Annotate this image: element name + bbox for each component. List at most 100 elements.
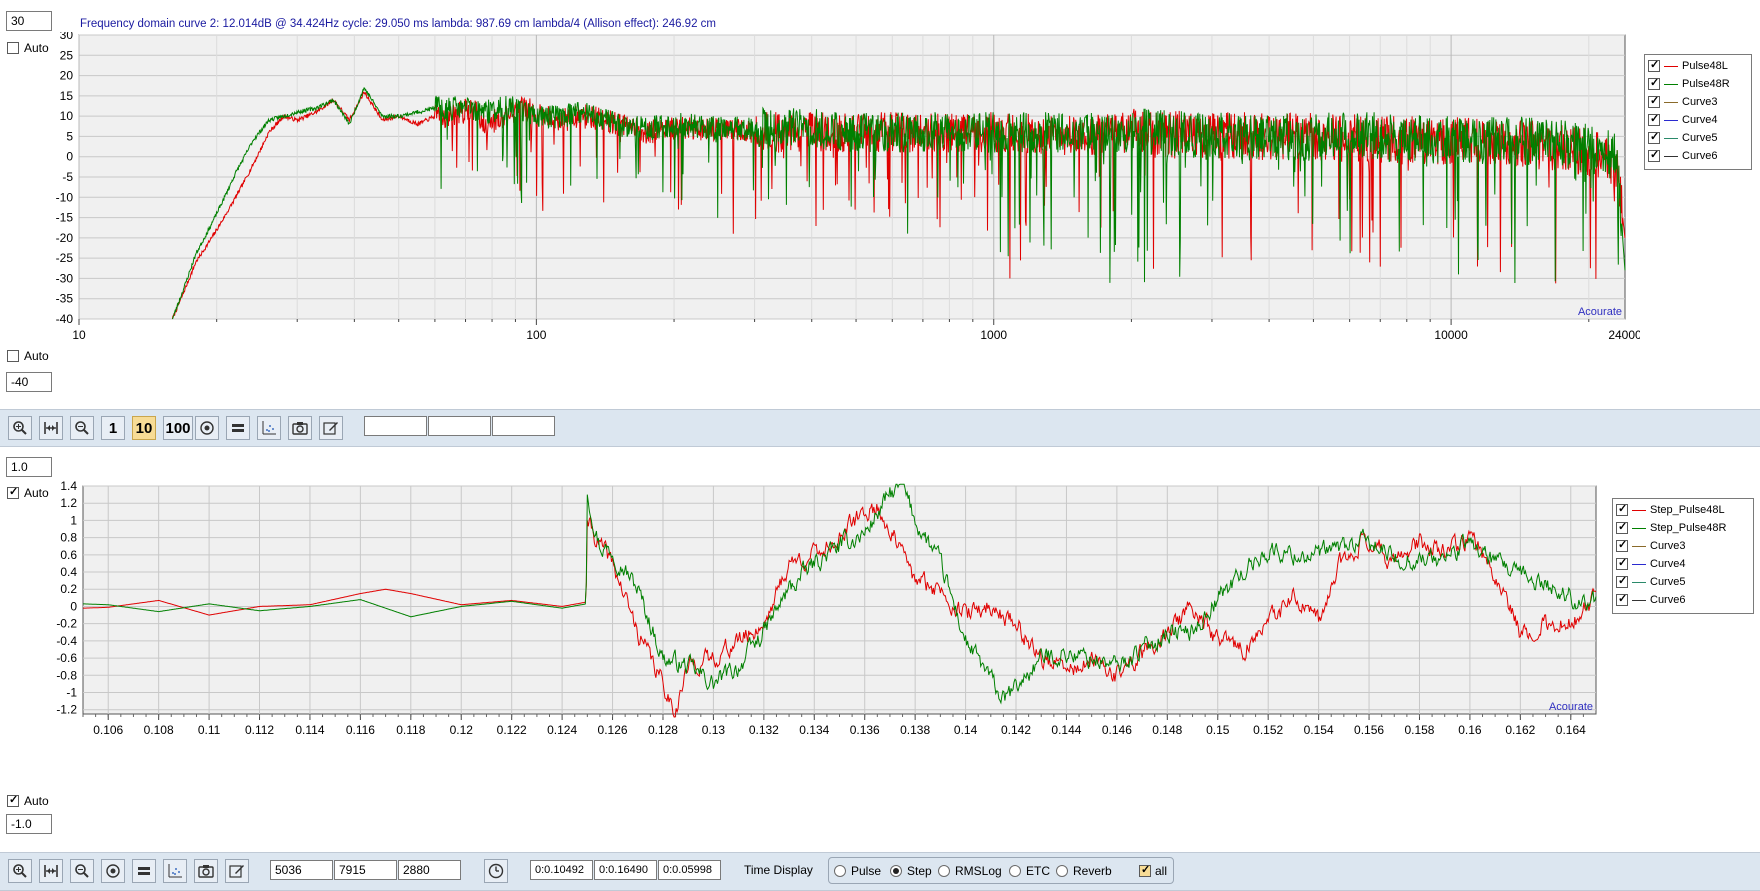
legend-checkbox[interactable] bbox=[1648, 94, 1660, 108]
legend-checkbox[interactable] bbox=[1616, 502, 1628, 516]
legend-item[interactable]: Pulse48L bbox=[1645, 58, 1751, 75]
sample-field-3[interactable]: 2880 bbox=[398, 860, 461, 880]
legend-checkbox[interactable] bbox=[1648, 148, 1660, 162]
step-response-chart[interactable]: 1.4 1.2 1 0.8 0.6 0.4 0.2 0 -0.2 -0.4 -0.6 -0.8 -1 -1… bbox=[0, 475, 1620, 840]
legend-checkbox[interactable] bbox=[1616, 520, 1628, 534]
legend-swatch bbox=[1664, 66, 1678, 67]
legend-checkbox[interactable] bbox=[1616, 556, 1628, 570]
legend-item[interactable]: Curve3 bbox=[1645, 94, 1751, 111]
fit-width-icon[interactable] bbox=[39, 416, 63, 440]
legend-checkbox[interactable] bbox=[1616, 592, 1628, 606]
bottom-ymax-field[interactable]: 1.0 bbox=[6, 457, 52, 477]
bottom-auto-checkbox-lower[interactable] bbox=[7, 793, 19, 807]
y-tick-label: 5 bbox=[66, 129, 73, 143]
x-tick-label: 1000 bbox=[980, 328, 1007, 342]
legend-checkbox[interactable] bbox=[1648, 58, 1660, 72]
legend-swatch bbox=[1632, 600, 1646, 601]
legend-label: Step_Pulse48R bbox=[1650, 522, 1727, 534]
top-ymin-field[interactable]: -40 bbox=[6, 372, 52, 392]
legend-item[interactable]: Pulse48R bbox=[1645, 76, 1751, 93]
scatter-dots-icon[interactable] bbox=[163, 859, 187, 883]
legend-item[interactable]: Curve5 bbox=[1613, 574, 1753, 591]
frequency-status-text: Frequency domain curve 2: 12.014dB @ 34.… bbox=[80, 18, 716, 30]
bottom-auto-label-upper: Auto bbox=[24, 486, 49, 500]
edit-icon[interactable] bbox=[319, 416, 343, 440]
legend-swatch bbox=[1664, 102, 1678, 103]
radio-pulse[interactable] bbox=[834, 865, 846, 877]
bottom-ymin-field[interactable]: -1.0 bbox=[6, 814, 52, 834]
time-field-end[interactable]: 0:0.16490 bbox=[594, 860, 657, 880]
legend-item[interactable]: Curve5 bbox=[1645, 130, 1751, 147]
zoom-out-icon[interactable] bbox=[70, 859, 94, 883]
camera-icon[interactable] bbox=[194, 859, 218, 883]
legend-checkbox[interactable] bbox=[1616, 574, 1628, 588]
legend-item[interactable]: Curve4 bbox=[1645, 112, 1751, 129]
target-icon[interactable] bbox=[195, 416, 219, 440]
legend-item[interactable]: Step_Pulse48R bbox=[1613, 520, 1753, 537]
radio-step-label: Step bbox=[907, 864, 932, 878]
legend-item[interactable]: Step_Pulse48L bbox=[1613, 502, 1753, 519]
x-tick-label: 0.164 bbox=[1556, 723, 1586, 737]
zoom-in-icon[interactable] bbox=[8, 416, 32, 440]
all-checkbox[interactable] bbox=[1139, 863, 1151, 877]
scale-1-button[interactable]: 1 bbox=[101, 416, 125, 440]
x-tick-label: 0.122 bbox=[497, 723, 527, 737]
legend-swatch bbox=[1632, 546, 1646, 547]
toolbar-field-3[interactable] bbox=[492, 416, 555, 436]
zoom-out-icon[interactable] bbox=[70, 416, 94, 440]
radio-reverb[interactable] bbox=[1056, 865, 1068, 877]
y-tick-label: -25 bbox=[56, 251, 74, 265]
radio-etc[interactable] bbox=[1009, 865, 1021, 877]
radio-rmslog[interactable] bbox=[938, 865, 950, 877]
time-field-start[interactable]: 0:0.10492 bbox=[530, 860, 593, 880]
x-tick-label: 0.128 bbox=[648, 723, 678, 737]
bottom-auto-checkbox-upper[interactable] bbox=[7, 485, 19, 499]
zoom-in-icon[interactable] bbox=[8, 859, 32, 883]
time-field-length[interactable]: 0:0.05998 bbox=[658, 860, 721, 880]
toolbar-field-1[interactable] bbox=[364, 416, 427, 436]
radio-step[interactable] bbox=[890, 865, 902, 877]
fit-width-icon[interactable] bbox=[39, 859, 63, 883]
sample-field-1[interactable]: 5036 bbox=[270, 860, 333, 880]
legend-checkbox[interactable] bbox=[1648, 76, 1660, 90]
y-tick-label: -0.4 bbox=[56, 634, 77, 648]
y-tick-label: 0.8 bbox=[60, 531, 77, 545]
target-icon[interactable] bbox=[101, 859, 125, 883]
radio-pulse-label: Pulse bbox=[851, 864, 882, 878]
frequency-response-chart[interactable]: 30 25 20 15 10 5 0 -5 -10 -15 -20 -25 -30 -35 -40 10 100… bbox=[0, 32, 1640, 397]
bottom-toolbar: 5036 7915 2880 0:0.10492 0:0.16490 0:0.0… bbox=[0, 852, 1760, 891]
time-display-label: Time Display bbox=[744, 863, 813, 877]
y-tick-label: 1 bbox=[70, 513, 77, 527]
legend-checkbox[interactable] bbox=[1648, 112, 1660, 126]
legend-item[interactable]: Curve6 bbox=[1645, 148, 1751, 165]
y-tick-label: -30 bbox=[56, 271, 74, 285]
radio-reverb-label: Reverb bbox=[1073, 864, 1112, 878]
x-tick-label: 0.15 bbox=[1206, 723, 1230, 737]
y-tick-label: -40 bbox=[56, 312, 74, 326]
all-checkbox-label: all bbox=[1155, 864, 1168, 878]
legend-checkbox[interactable] bbox=[1648, 130, 1660, 144]
scale-10-button[interactable]: 10 bbox=[132, 416, 156, 440]
y-tick-label: 0.4 bbox=[60, 565, 77, 579]
legend-swatch bbox=[1632, 582, 1646, 583]
legend-item[interactable]: Curve4 bbox=[1613, 556, 1753, 573]
scatter-dots-icon[interactable] bbox=[257, 416, 281, 440]
top-auto-checkbox-upper[interactable] bbox=[7, 42, 19, 54]
x-tick-label: 0.136 bbox=[850, 723, 880, 737]
legend-checkbox[interactable] bbox=[1616, 538, 1628, 552]
camera-icon[interactable] bbox=[288, 416, 312, 440]
edit-icon[interactable] bbox=[225, 859, 249, 883]
y-tick-label: -1 bbox=[66, 685, 77, 699]
clock-icon[interactable] bbox=[484, 859, 508, 883]
sample-field-2[interactable]: 7915 bbox=[334, 860, 397, 880]
top-ymax-field[interactable]: 30 bbox=[6, 11, 52, 31]
scale-100-button[interactable]: 100 bbox=[163, 416, 193, 440]
top-auto-checkbox-lower[interactable] bbox=[7, 350, 19, 362]
legend-item[interactable]: Curve6 bbox=[1613, 592, 1753, 609]
lines-icon[interactable] bbox=[132, 859, 156, 883]
toolbar-field-2[interactable] bbox=[428, 416, 491, 436]
lines-icon[interactable] bbox=[226, 416, 250, 440]
y-tick-label: 0 bbox=[70, 599, 77, 613]
legend-item[interactable]: Curve3 bbox=[1613, 538, 1753, 555]
y-tick-label: 15 bbox=[60, 89, 74, 103]
